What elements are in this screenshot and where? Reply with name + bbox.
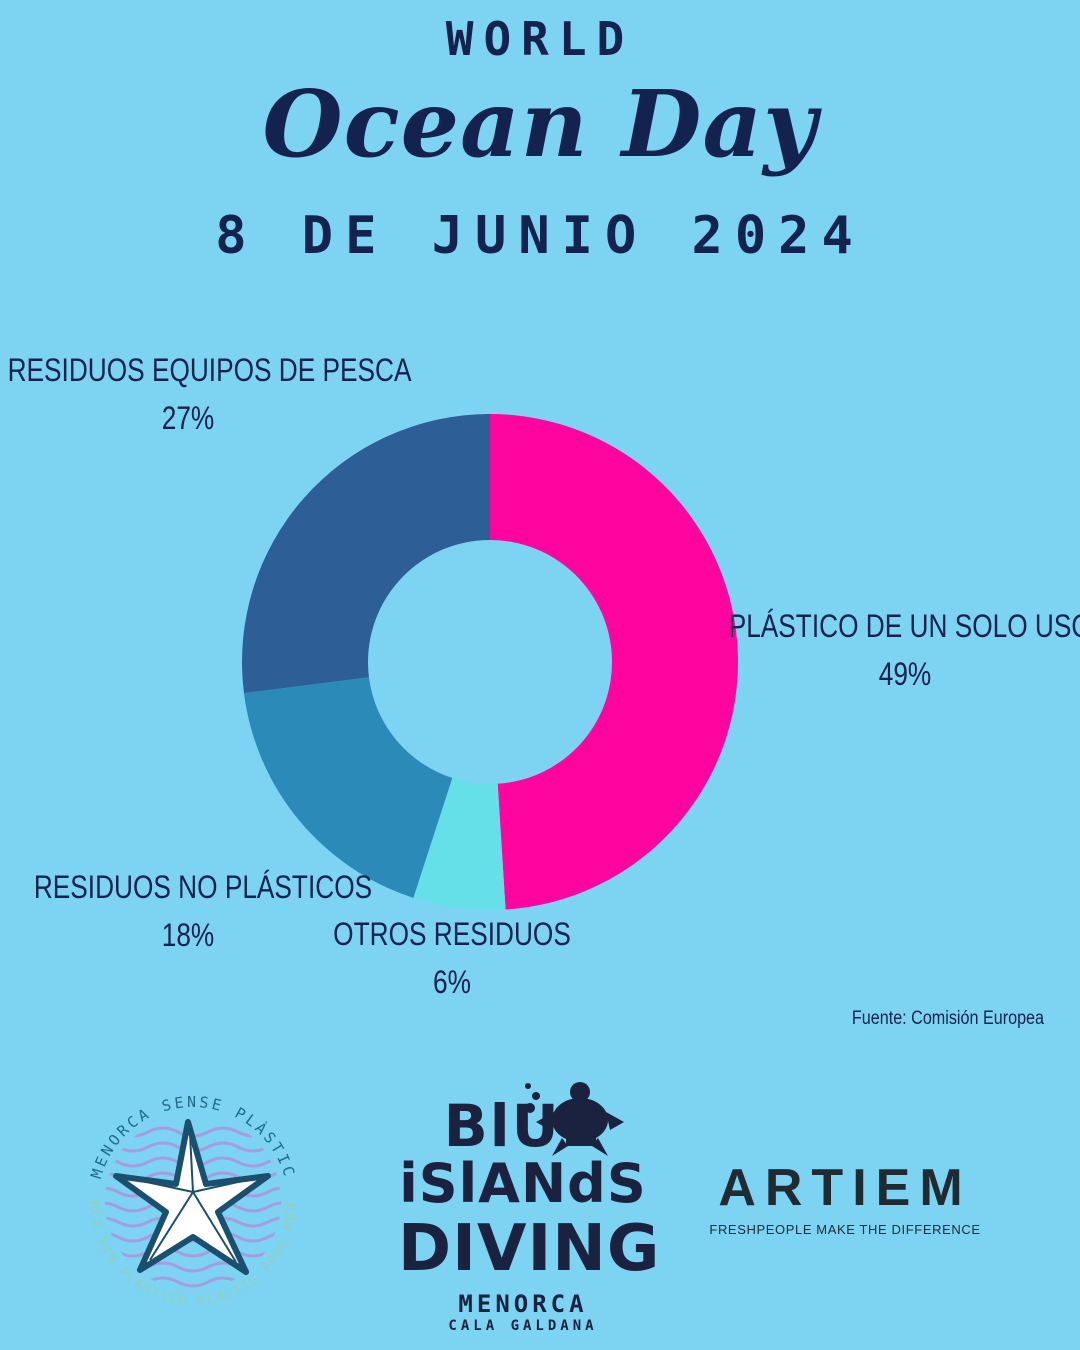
donut-slice-2 (243, 677, 453, 898)
logo-line-diving: DIVING (398, 1212, 661, 1286)
slice-label-non-plastic-waste: RESIDUOS NO PLÁSTICOS 18% (33, 863, 373, 959)
logo-line-blue: BlUE (443, 1092, 603, 1160)
logo-line-menorca: MENORCA (458, 1290, 588, 1318)
blue-islands-diving-logo: BlUE iSlANdS DIVING MENORCA CALA GALDANA (398, 1072, 661, 1342)
slice-percent: 6% (433, 964, 471, 1000)
slice-name: RESIDUOS NO PLÁSTICOS (33, 869, 373, 905)
turtle-icon (525, 1082, 624, 1156)
slice-name: PLÁSTICO DE UN SOLO USO (728, 608, 1080, 644)
slice-percent: 27% (161, 400, 215, 436)
title-date: 8 DE JUNIO 2024 (215, 206, 865, 266)
chart-source: Fuente: Comisión Europea (851, 1008, 1044, 1029)
logo-line-cala-galdana: CALA GALDANA (448, 1318, 598, 1334)
slice-percent: 49% (878, 656, 932, 692)
title-ocean-day: Ocean Day (262, 70, 818, 178)
donut-chart (242, 414, 738, 910)
artiem-logo-tagline: FRESHPEOPLE MAKE THE DIFFERENCE (709, 1222, 981, 1237)
menorca-sense-plastic-logo: MENORCA SENSE PLÀSTIC MENORCA SIN PLÁSTI… (68, 1072, 298, 1309)
donut-slice-0 (490, 414, 738, 910)
slice-name: OTROS RESIDUOS (333, 916, 571, 952)
slice-label-other-waste: OTROS RESIDUOS 6% (329, 910, 575, 1006)
donut-slice-1 (413, 778, 506, 910)
starfish-icon (113, 1119, 271, 1275)
artiem-logo-name: ARTIEM (718, 1159, 972, 1217)
slice-percent: 18% (161, 917, 215, 953)
slice-label-single-use-plastic: PLÁSTICO DE UN SOLO USO 49% (729, 602, 1080, 698)
slice-name: RESIDUOS EQUIPOS DE PESCA (7, 352, 412, 388)
logo-line-islands: iSlANdS (399, 1152, 647, 1215)
title-world: WORLD (445, 12, 635, 66)
donut-slice-3 (242, 414, 490, 694)
slice-label-fishing-gear-waste: RESIDUOS EQUIPOS DE PESCA 27% (7, 346, 412, 442)
